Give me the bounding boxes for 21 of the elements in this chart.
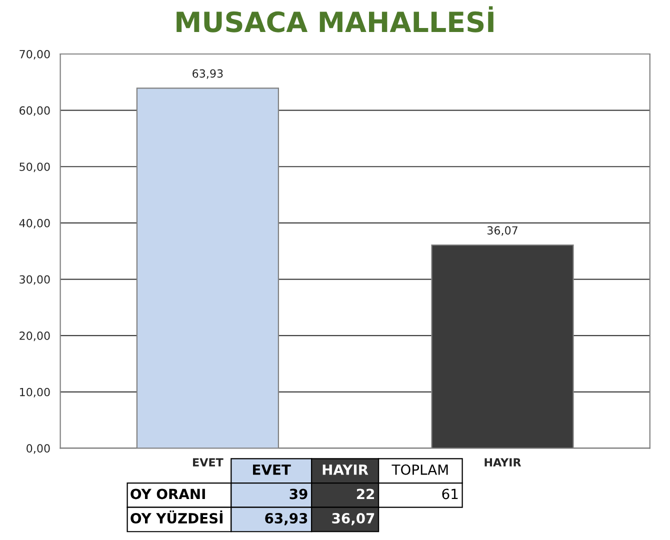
y-tick-label: 30,00: [20, 275, 50, 285]
text: 61: [442, 488, 458, 500]
y-tick-label: 70,00: [20, 50, 50, 60]
chart-title: MUSACA MAHALLESİ: [176, 6, 494, 32]
y-tick-label: 40,00: [19, 218, 50, 228]
text: 63,93: [265, 513, 308, 526]
text: 39: [290, 488, 308, 500]
data-label: 63,93: [192, 69, 223, 79]
text: HAYIR: [322, 464, 368, 475]
text: OY YÜZDESİ: [130, 510, 222, 524]
text: OY ORANI: [130, 488, 205, 500]
text: 36,07: [332, 513, 374, 526]
text: TOPLAM: [392, 464, 448, 475]
y-tick-label: 10,00: [20, 388, 50, 398]
y-tick-label: 20,00: [20, 332, 50, 342]
y-tick-label: 50,00: [20, 162, 50, 172]
text: 22: [356, 488, 374, 500]
y-tick-label: 60,00: [20, 106, 50, 116]
y-tick-label: 0,00: [26, 444, 50, 454]
text: EVET: [253, 464, 291, 475]
data-label: 36,07: [487, 226, 518, 236]
